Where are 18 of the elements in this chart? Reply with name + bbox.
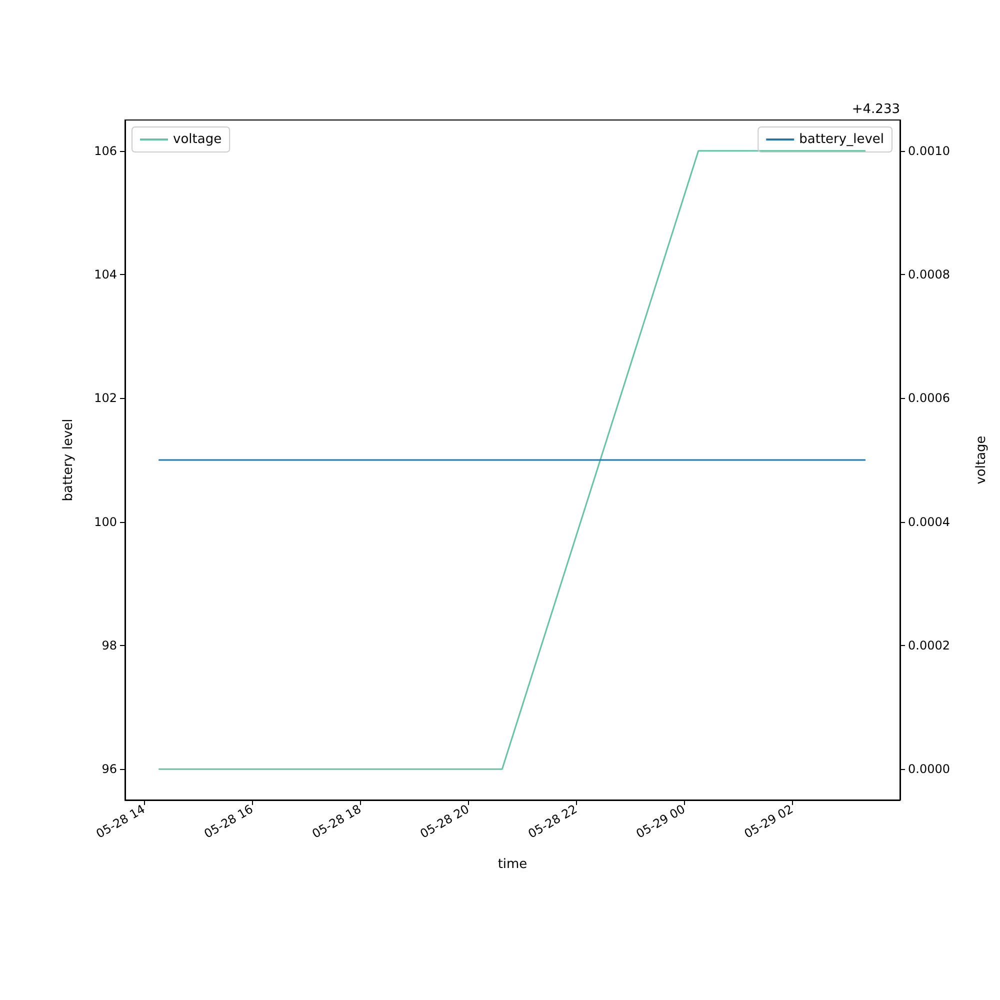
text: +4.233 bbox=[852, 102, 900, 117]
y2-tick-label: 0.0000 bbox=[908, 762, 950, 776]
y2-axis-title: voltage bbox=[974, 436, 989, 484]
y2-tick-label: 0.0002 bbox=[908, 638, 950, 652]
x-axis-title: time bbox=[498, 857, 528, 872]
y-tick-label: 106 bbox=[94, 144, 117, 158]
y-tick-label: 102 bbox=[94, 391, 117, 406]
legend-label: voltage bbox=[173, 132, 222, 147]
y2-tick-label: 0.0004 bbox=[908, 514, 950, 529]
y-tick-label: 104 bbox=[94, 268, 117, 282]
y-tick-label: 96 bbox=[102, 762, 117, 776]
y2-tick-label: 0.0010 bbox=[908, 144, 950, 158]
y-tick-label: 100 bbox=[94, 514, 117, 529]
y2-tick-label: 0.0008 bbox=[908, 268, 950, 282]
y-tick-label: 98 bbox=[102, 638, 117, 652]
legend-label: battery_level bbox=[799, 132, 884, 147]
y-axis-title: battery level bbox=[61, 418, 76, 502]
y2-tick-label: 0.0006 bbox=[908, 391, 950, 406]
